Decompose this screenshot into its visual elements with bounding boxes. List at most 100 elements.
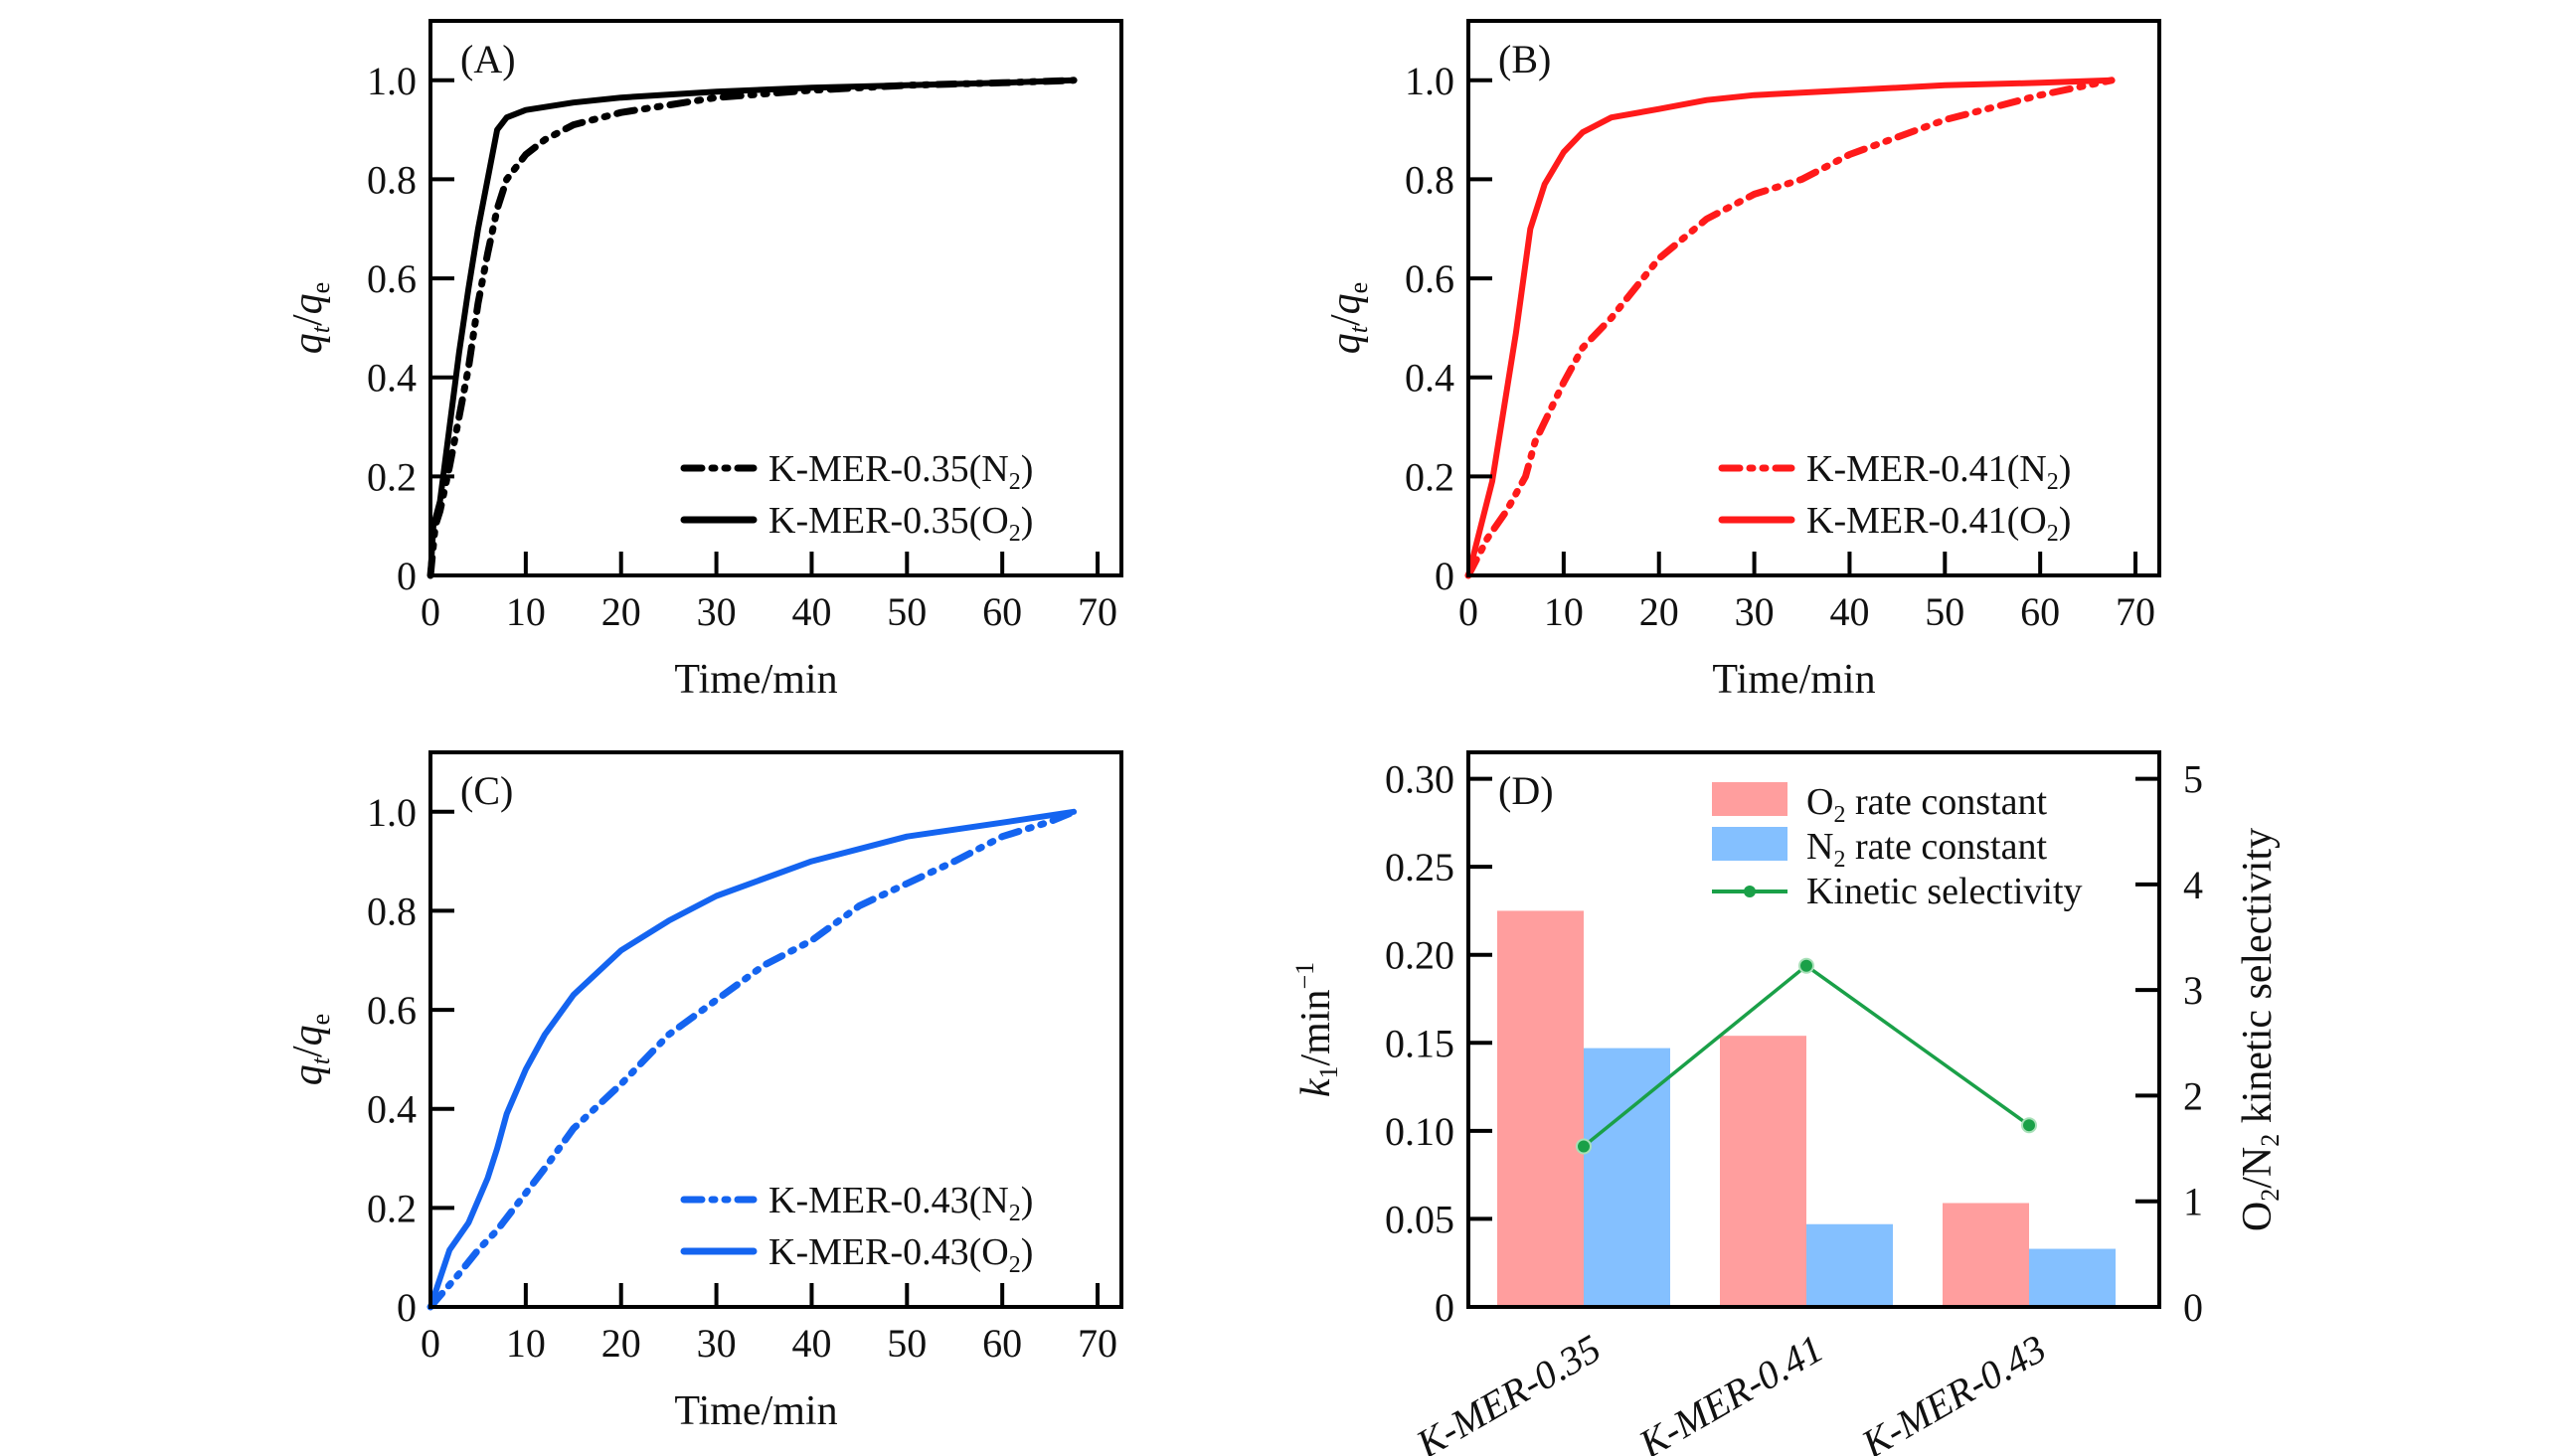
panel-label: (A) (460, 37, 516, 81)
y-tick-label: 1.0 (367, 59, 417, 103)
x-tick-label: 70 (1078, 589, 1117, 634)
y-tick-label: 0 (1435, 554, 1454, 598)
y-axis-title: qt/qe (285, 1014, 335, 1085)
x-tick-label: 50 (887, 589, 927, 634)
series-line-o2 (1465, 77, 2116, 578)
selectivity-point (1576, 1138, 1592, 1155)
legend-label-selectivity: Kinetic selectivity (1806, 871, 2083, 912)
plot-frame (428, 750, 1123, 1309)
y-tick-label: 0.4 (367, 356, 417, 401)
y2-title-rest: kinetic selectivity (2235, 828, 2281, 1134)
y-tick-label: 0.8 (1405, 157, 1454, 202)
legend-label-sub: 2 (2047, 469, 2059, 495)
x-tick-label: 60 (982, 1321, 1022, 1366)
x-tick-label: 40 (1829, 589, 1869, 634)
legend-label-n2: K-MER-0.43(N2) (768, 1180, 1033, 1226)
y-axis-title: qt/qe (285, 282, 335, 354)
x-tick-label: 70 (1078, 1321, 1117, 1366)
x-tick-label: 0 (1458, 589, 1478, 634)
y-axis-title: k1/min−1 (1290, 962, 1343, 1097)
legend-label-end: ) (1021, 1231, 1034, 1273)
bar-o2-rate (1720, 1036, 1806, 1307)
x-tick-label: 50 (1925, 589, 1964, 634)
legend-label-end: ) (2059, 500, 2072, 542)
legend-label-sub: 2 (1833, 802, 1845, 828)
y2-tick-label: 5 (2183, 757, 2203, 802)
y-title-slash: / (285, 314, 331, 326)
legend-label-sub: 2 (1833, 847, 1845, 873)
y-tick-label: 0 (1435, 1285, 1454, 1330)
y-tick-label: 0.6 (367, 988, 417, 1033)
y-title-sub-e: e (306, 1014, 335, 1026)
y-tick-label: 0.15 (1385, 1021, 1454, 1065)
panel-b-kinetics-0-41: 0 10 20 30 40 50 60 70 0 0.2 0.4 0.6 0.8 1.0 (B) Time/m… (1323, 19, 2161, 703)
bar-n2-rate (1806, 1223, 1893, 1307)
y-tick-label: 0.2 (1405, 454, 1454, 499)
legend-label-n2: N2 rate constant (1806, 826, 2047, 873)
series-line-n2 (1464, 77, 2116, 579)
x-tick-label: 0 (421, 1321, 440, 1366)
y-title-slash: / (1323, 314, 1369, 326)
legend-label-sub: 2 (1009, 1201, 1021, 1226)
y2-tick-label: 0 (2183, 1285, 2203, 1330)
selectivity-point (2021, 1117, 2037, 1134)
x-category-label: K-MER-0.35 (1408, 1326, 1608, 1456)
plot-frame (1466, 750, 2161, 1309)
y-tick-label: 0 (397, 1285, 417, 1330)
y-title-k: k (1293, 1077, 1339, 1097)
plot-frame (1466, 19, 2161, 577)
bar-n2-rate (1584, 1048, 1670, 1307)
plot-frame (428, 19, 1123, 577)
legend-label-end: ) (1021, 448, 1034, 490)
y-tick-label: 1.0 (1405, 59, 1454, 103)
y-tick-label: 0.05 (1385, 1197, 1454, 1241)
x-axis-title: Time/min (1712, 657, 1875, 703)
legend-label-end: rate constant (1845, 781, 2047, 823)
panel-label: (C) (460, 768, 513, 813)
y2-title-sub: 2 (2256, 1189, 2285, 1202)
y-title-sub-e: e (306, 282, 335, 294)
x-category-label: K-MER-0.41 (1630, 1326, 1830, 1456)
panel-d-rate-constants: 0 0.05 0.10 0.15 0.20 0.25 0.30 0 1 2 3 4 5 K-MER-0.3… (1290, 750, 2285, 1456)
x-tick-label: 20 (601, 589, 641, 634)
y-tick-label: 0.2 (367, 454, 417, 499)
legend-label-main: Kinetic selectivity (1806, 871, 2083, 912)
legend-swatch-n2 (1712, 827, 1787, 861)
y-title-q: q (1323, 333, 1369, 354)
x-tick-label: 30 (697, 1321, 737, 1366)
legend-label-main: K-MER-0.43(N (768, 1180, 1009, 1221)
y-tick-label: 0.2 (367, 1186, 417, 1230)
series-line-n2 (426, 77, 1078, 579)
x-tick-label: 10 (506, 1321, 546, 1366)
series-line-o2 (427, 808, 1078, 1310)
x-tick-label: 70 (2116, 589, 2155, 634)
series-line-n2 (426, 808, 1078, 1311)
y-tick-label: 0.8 (367, 889, 417, 933)
y-title-sub-t: t (306, 1056, 335, 1064)
y-tick-label: 1.0 (367, 790, 417, 835)
legend-label-o2: O2 rate constant (1806, 781, 2047, 828)
x-tick-label: 40 (791, 589, 831, 634)
y-tick-label: 0.6 (367, 256, 417, 301)
y-title-q: q (285, 1025, 331, 1046)
legend-label-main: N (1806, 826, 1833, 868)
y2-title-sub: 2 (2256, 1134, 2285, 1147)
y-title-slash: / (285, 1046, 331, 1057)
x-axis-title: Time/min (674, 1388, 837, 1434)
x-tick-label: 10 (1544, 589, 1584, 634)
y-tick-label: 0.4 (367, 1087, 417, 1132)
y-tick-label: 0.20 (1385, 933, 1454, 978)
y-title-q: q (1323, 293, 1369, 314)
legend-label-end: ) (2059, 448, 2072, 490)
panel-label: (B) (1498, 37, 1551, 81)
panel-label: (D) (1498, 768, 1554, 813)
y2-title-n: /N (2235, 1147, 2281, 1189)
x-tick-label: 60 (982, 589, 1022, 634)
y2-tick-label: 1 (2183, 1180, 2203, 1224)
y-tick-label: 0.8 (367, 157, 417, 202)
bar-o2-rate (1497, 910, 1584, 1307)
y2-axis-title: O2/N2 kinetic selectivity (2235, 828, 2285, 1231)
legend-label-o2: K-MER-0.43(O2) (768, 1231, 1033, 1278)
legend-label-end: ) (1021, 500, 1034, 542)
panel-a-kinetics-0-35: 0 10 20 30 40 50 60 70 0 0.2 0.4 0.6 0.8 1.0 (A) Time/m… (285, 19, 1123, 703)
